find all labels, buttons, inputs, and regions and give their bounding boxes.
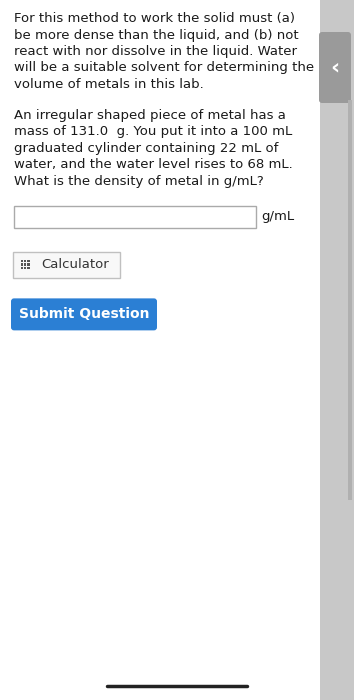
Text: Submit Question: Submit Question xyxy=(19,307,149,321)
Text: will be a suitable solvent for determining the: will be a suitable solvent for determini… xyxy=(14,62,314,74)
Text: react with nor dissolve in the liquid. Water: react with nor dissolve in the liquid. W… xyxy=(14,45,297,58)
FancyBboxPatch shape xyxy=(21,260,23,262)
FancyBboxPatch shape xyxy=(27,263,30,265)
Text: g/mL: g/mL xyxy=(261,211,294,223)
FancyBboxPatch shape xyxy=(27,267,30,269)
FancyBboxPatch shape xyxy=(27,260,30,262)
FancyBboxPatch shape xyxy=(21,263,23,265)
Text: water, and the water level rises to 68 mL.: water, and the water level rises to 68 m… xyxy=(14,158,293,171)
Text: be more dense than the liquid, and (b) not: be more dense than the liquid, and (b) n… xyxy=(14,29,299,41)
Text: What is the density of metal in g/mL?: What is the density of metal in g/mL? xyxy=(14,174,264,188)
FancyBboxPatch shape xyxy=(24,267,27,269)
FancyBboxPatch shape xyxy=(0,0,320,700)
FancyBboxPatch shape xyxy=(24,263,27,265)
FancyBboxPatch shape xyxy=(319,32,351,103)
Text: volume of metals in this lab.: volume of metals in this lab. xyxy=(14,78,204,91)
Text: An irregular shaped piece of metal has a: An irregular shaped piece of metal has a xyxy=(14,108,286,122)
FancyBboxPatch shape xyxy=(348,100,352,500)
FancyBboxPatch shape xyxy=(320,0,354,700)
Text: graduated cylinder containing 22 mL of: graduated cylinder containing 22 mL of xyxy=(14,141,278,155)
FancyBboxPatch shape xyxy=(21,267,23,269)
FancyBboxPatch shape xyxy=(11,298,157,330)
FancyBboxPatch shape xyxy=(13,251,120,278)
Text: mass of 131.0  g. You put it into a 100 mL: mass of 131.0 g. You put it into a 100 m… xyxy=(14,125,292,138)
FancyBboxPatch shape xyxy=(14,206,256,228)
Text: For this method to work the solid must (a): For this method to work the solid must (… xyxy=(14,12,295,25)
Text: ‹: ‹ xyxy=(330,57,339,77)
FancyBboxPatch shape xyxy=(24,260,27,262)
Text: Calculator: Calculator xyxy=(41,258,109,271)
